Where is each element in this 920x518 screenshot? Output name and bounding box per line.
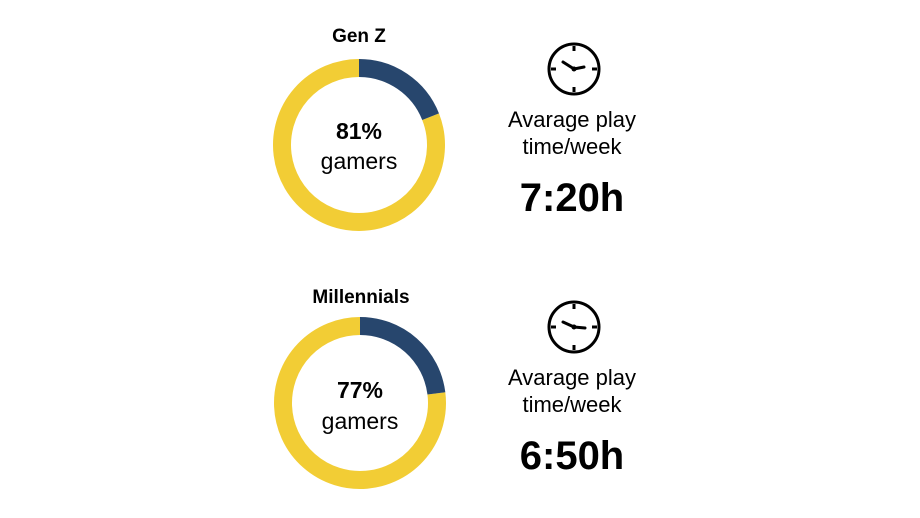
play-label-line-1: Avarage play: [507, 107, 637, 132]
gen-z-percent-label: 81%: [335, 118, 383, 144]
millennials-play-time-label: Avarage play time/week: [508, 364, 636, 418]
clock-icon: [547, 300, 601, 354]
gen-z-non-gamers-slice: [358, 59, 439, 121]
millennials-percent-label: 77%: [336, 377, 384, 403]
millennials-play-time-value: 6:50h: [519, 434, 625, 478]
millennials-donut-chart: [274, 317, 446, 489]
millennials-title: Millennials: [312, 287, 410, 308]
play-label-line-2: time/week: [522, 392, 622, 417]
gen-z-gamers-label: gamers: [320, 148, 398, 174]
millennials-gamers-label: gamers: [321, 408, 399, 434]
gen-z-play-time-value: 7:20h: [519, 176, 625, 220]
clock-icon: [547, 42, 601, 96]
gen-z-play-time-label: Avarage play time/week: [508, 106, 636, 160]
play-label-line-1: Avarage play: [507, 365, 637, 390]
millennials-gamers-slice: [274, 317, 446, 489]
gen-z-gamers-slice: [273, 59, 445, 231]
gen-z-donut-chart: [273, 59, 445, 231]
play-label-line-2: time/week: [522, 134, 622, 159]
gen-z-title: Gen Z: [332, 26, 386, 47]
millennials-non-gamers-slice: [359, 317, 446, 395]
